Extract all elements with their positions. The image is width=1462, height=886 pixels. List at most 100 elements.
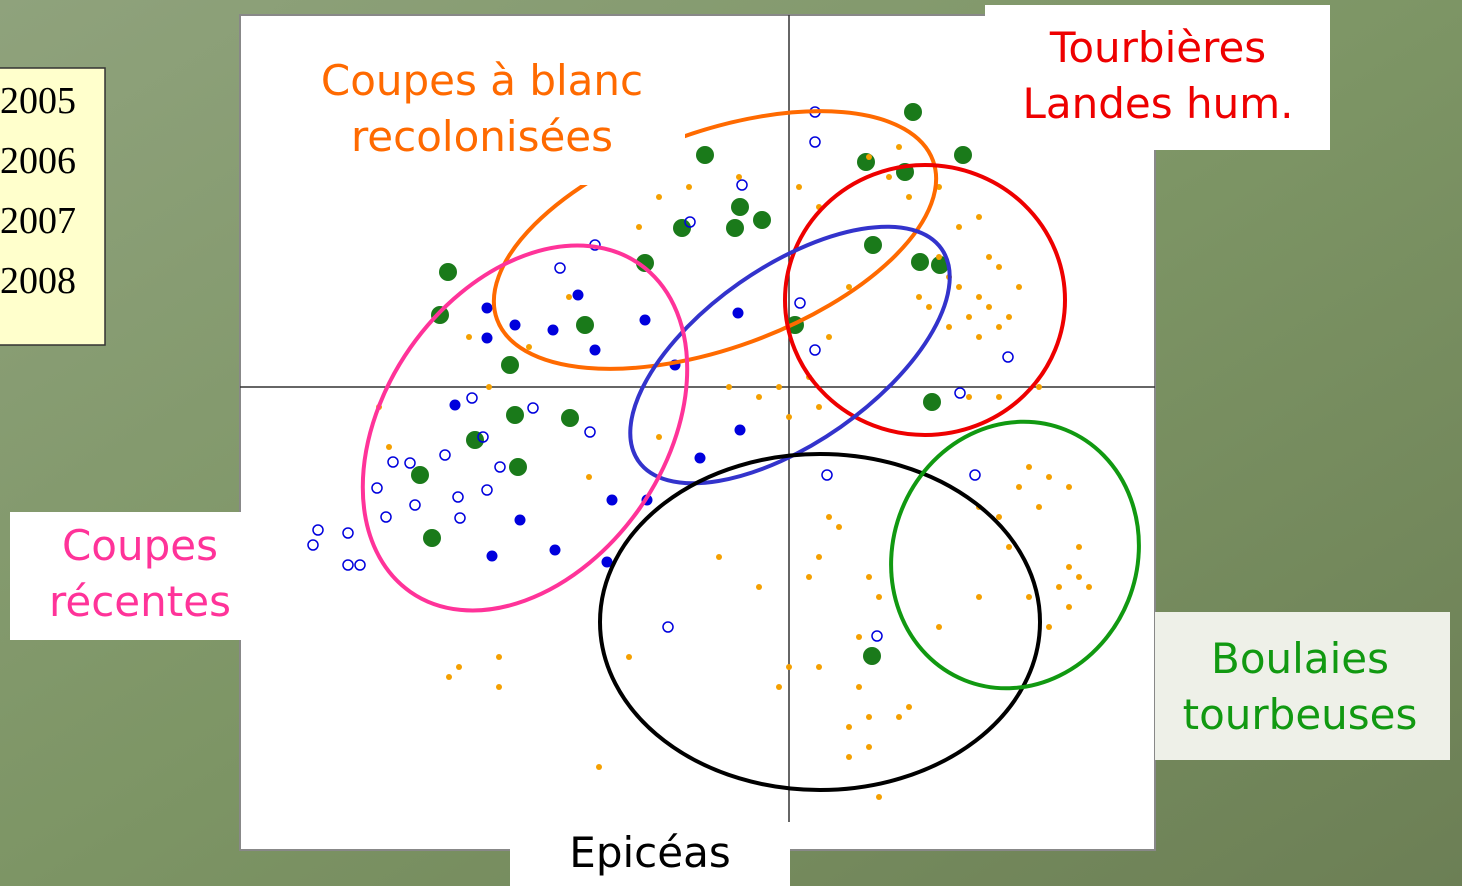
point: [496, 684, 502, 690]
point: [1016, 484, 1022, 490]
point: [904, 103, 922, 121]
group-label: récentes: [49, 577, 231, 626]
point: [856, 684, 862, 690]
point: [566, 294, 572, 300]
point: [826, 334, 832, 340]
label-box: [10, 512, 265, 640]
point: [496, 654, 502, 660]
point: [481, 332, 493, 344]
point: [371, 482, 383, 494]
point: [986, 254, 992, 260]
point: [312, 524, 324, 536]
point: [506, 406, 524, 424]
label-box: [285, 40, 685, 185]
point: [856, 634, 862, 640]
point: [866, 154, 872, 160]
point: [696, 146, 714, 164]
point: [786, 664, 792, 670]
point: [596, 764, 602, 770]
group-ellipse: [598, 452, 1042, 792]
point: [1076, 574, 1082, 580]
point: [996, 514, 1002, 520]
point: [936, 624, 942, 630]
point: [656, 194, 662, 200]
point: [409, 499, 421, 511]
point: [931, 256, 949, 274]
point: [726, 219, 744, 237]
point: [454, 512, 466, 524]
point: [554, 262, 566, 274]
point: [380, 511, 392, 523]
point: [976, 334, 982, 340]
point: [572, 289, 584, 301]
point: [736, 179, 748, 191]
point: [466, 392, 478, 404]
point: [549, 544, 561, 556]
point: [976, 214, 982, 220]
series: [307, 106, 1014, 642]
group-label: Landes hum.: [1023, 79, 1294, 128]
point: [821, 469, 833, 481]
point: [866, 744, 872, 750]
point: [866, 714, 872, 720]
point: [656, 434, 662, 440]
legend-box: [0, 67, 106, 346]
group-label: Coupes à blanc: [321, 56, 643, 105]
point: [716, 554, 722, 560]
point: [307, 539, 319, 551]
point: [809, 136, 821, 148]
point: [986, 304, 992, 310]
point: [526, 344, 532, 350]
point: [1066, 484, 1072, 490]
point: [794, 297, 806, 309]
point: [636, 224, 642, 230]
point: [446, 674, 452, 680]
point: [796, 184, 802, 190]
point: [501, 356, 519, 374]
point: [846, 754, 852, 760]
label-box: [510, 822, 790, 886]
point: [1076, 544, 1082, 550]
point: [486, 384, 492, 390]
point: [734, 424, 746, 436]
point: [342, 527, 354, 539]
point: [966, 314, 972, 320]
group-label: Boulaies: [1211, 634, 1389, 683]
point: [786, 414, 792, 420]
point: [732, 307, 744, 319]
point: [816, 554, 822, 560]
point: [1066, 604, 1072, 610]
group-ellipse: [889, 419, 1141, 691]
point: [1026, 594, 1032, 600]
group-ellipse: [360, 243, 690, 613]
point: [584, 426, 596, 438]
point: [871, 630, 883, 642]
point: [1016, 284, 1022, 290]
point: [1026, 464, 1032, 470]
point: [996, 264, 1002, 270]
point: [452, 491, 464, 503]
point: [816, 404, 822, 410]
point: [1046, 474, 1052, 480]
point: [864, 236, 882, 254]
point: [863, 647, 881, 665]
point: [387, 456, 399, 468]
point: [896, 144, 902, 150]
point: [686, 184, 692, 190]
point: [736, 174, 742, 180]
point: [756, 584, 762, 590]
point: [673, 219, 691, 237]
point: [527, 402, 539, 414]
point: [836, 524, 842, 530]
point: [826, 514, 832, 520]
point: [726, 384, 732, 390]
point: [936, 254, 942, 260]
point: [636, 254, 654, 272]
point: [1002, 351, 1014, 363]
annotations: Coupes à blanc recolonisées Tourbières Land…: [10, 5, 1450, 886]
point: [626, 654, 632, 660]
point: [1006, 544, 1012, 550]
point: [589, 344, 601, 356]
